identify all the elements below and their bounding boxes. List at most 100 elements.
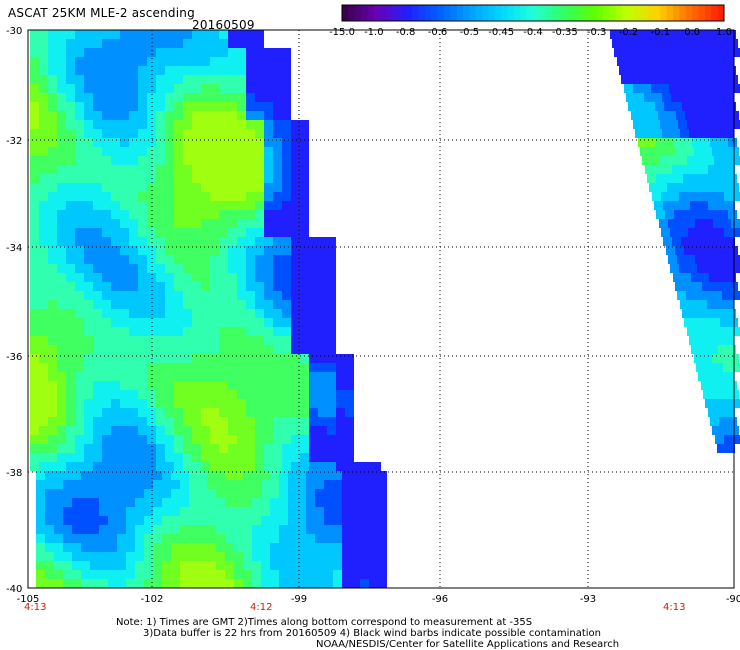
swath-cell — [351, 570, 360, 579]
swath-cell — [48, 309, 57, 318]
swath-cell — [129, 345, 138, 354]
swath-cell — [342, 561, 351, 570]
swath-cell — [111, 66, 120, 75]
swath-cell — [192, 309, 201, 318]
swath-cell — [45, 507, 54, 516]
swath-cell — [54, 489, 63, 498]
swath-cell — [120, 300, 129, 309]
swath-cell — [102, 327, 111, 336]
swath-cell — [156, 201, 165, 210]
swath-cell — [162, 561, 171, 570]
swath-cell — [120, 156, 129, 165]
swath-cell — [698, 336, 707, 345]
swath-cell — [75, 138, 84, 147]
colorbar-label: -0.5 — [460, 27, 480, 38]
swath-cell — [228, 201, 237, 210]
swath-cell — [117, 534, 126, 543]
swath-cell — [93, 444, 102, 453]
swath-cell — [705, 120, 714, 129]
swath-cell — [659, 219, 668, 228]
swath-cell — [183, 417, 192, 426]
swath-cell — [673, 66, 682, 75]
swath-cell — [135, 507, 144, 516]
swath-cell — [39, 165, 48, 174]
colorbar-label: -0.6 — [428, 27, 448, 38]
swath-cell — [255, 48, 264, 57]
swath-cell — [264, 354, 273, 363]
swath-cell — [716, 93, 725, 102]
swath-cell — [120, 201, 129, 210]
swath-cell — [111, 111, 120, 120]
swath-cell — [90, 525, 99, 534]
swath-cell — [30, 228, 39, 237]
swath-cell — [75, 201, 84, 210]
swath-cell — [138, 363, 147, 372]
swath-cell — [674, 138, 683, 147]
swath-cell — [333, 561, 342, 570]
swath-cell — [689, 129, 698, 138]
swath-cell — [345, 399, 354, 408]
swath-cell — [156, 237, 165, 246]
swath-cell — [48, 192, 57, 201]
swath-cell — [210, 111, 219, 120]
swath-cell — [84, 120, 93, 129]
product-title: ASCAT 25KM MLE-2 ascending — [8, 6, 195, 20]
swath-cell — [171, 516, 180, 525]
swath-cell — [120, 75, 129, 84]
swath-cell — [309, 399, 318, 408]
swath-cell — [369, 525, 378, 534]
swath-cell — [351, 543, 360, 552]
swath-cell — [174, 354, 183, 363]
swath-cell — [147, 444, 156, 453]
swath-cell — [689, 300, 698, 309]
swath-cell — [183, 30, 192, 39]
swath-cell — [174, 381, 183, 390]
swath-cell — [57, 39, 66, 48]
swath-cell — [30, 75, 39, 84]
swath-cell — [84, 273, 93, 282]
swath-cell — [117, 561, 126, 570]
swath-cell — [670, 228, 679, 237]
swath-cell — [246, 354, 255, 363]
swath-cell — [45, 480, 54, 489]
swath-cell — [714, 156, 723, 165]
swath-cell — [75, 237, 84, 246]
swath-cell — [219, 138, 228, 147]
swath-cell — [300, 408, 309, 417]
swath-cell — [237, 417, 246, 426]
swath-cell — [255, 309, 264, 318]
swath-cell — [147, 300, 156, 309]
swath-cell — [282, 255, 291, 264]
swath-cell — [725, 300, 734, 309]
swath-cell — [57, 48, 66, 57]
swath-cell — [210, 165, 219, 174]
swath-cell — [171, 489, 180, 498]
swath-cell — [174, 138, 183, 147]
swath-cell — [126, 471, 135, 480]
swath-cell — [210, 255, 219, 264]
swath-cell — [219, 291, 228, 300]
swath-cell — [75, 156, 84, 165]
swath-right — [610, 30, 740, 453]
swath-cell — [225, 480, 234, 489]
swath-cell — [273, 219, 282, 228]
swath-cell — [192, 237, 201, 246]
swath-cell — [689, 57, 698, 66]
swath-cell — [216, 561, 225, 570]
swath-cell — [210, 156, 219, 165]
swath-cell — [252, 516, 261, 525]
swath-cell — [129, 237, 138, 246]
swath-cell — [318, 372, 327, 381]
swath-cell — [183, 120, 192, 129]
swath-cell — [246, 273, 255, 282]
swath-cell — [264, 462, 273, 471]
swath-cell — [201, 408, 210, 417]
swath-cell — [129, 381, 138, 390]
swath-cell — [183, 291, 192, 300]
swath-cell — [282, 57, 291, 66]
swath-cell — [252, 471, 261, 480]
swath-cell — [48, 165, 57, 174]
swath-cell — [216, 525, 225, 534]
swath-cell — [180, 507, 189, 516]
swath-cell — [246, 192, 255, 201]
